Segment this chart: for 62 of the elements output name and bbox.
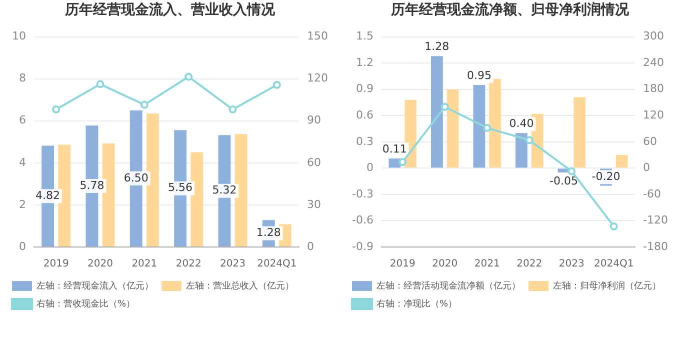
y2-tick-label: 60 (307, 156, 322, 169)
y-tick-label: -0.3 (352, 187, 374, 200)
y-tick-label: 1.5 (356, 30, 374, 43)
y-tick-label: 0.9 (356, 82, 374, 96)
y-tick-label: 6 (18, 114, 26, 127)
legend-label: 左轴：营业总收入（亿元） (186, 280, 294, 292)
y-tick-label: -0.6 (352, 214, 374, 227)
legend-label: 左轴：经营活动现金流净额（亿元） (376, 280, 520, 292)
data-label: 1.28 (256, 226, 281, 240)
x-tick-label: 2022 (176, 258, 202, 270)
y-tick-label: 2 (18, 198, 26, 211)
y2-tick-label: -120 (643, 214, 668, 227)
data-label: 0.11 (382, 142, 407, 156)
x-tick-label: 2023 (220, 258, 246, 270)
y-tick-label: 0 (366, 161, 374, 174)
legend-label: 右轴：营收现金比（%） (36, 298, 136, 310)
y2-tick-label: 120 (643, 108, 664, 122)
chart-title: 历年经营现金流净额、归母净利润情况 (390, 1, 630, 18)
data-label: 0.95 (466, 68, 492, 82)
y2-tick-label: 300 (643, 30, 664, 43)
data-label: 6.50 (124, 171, 148, 184)
y-tick-label: 10 (12, 30, 26, 43)
data-label: 1.28 (424, 40, 450, 53)
y-tick-label: 4 (18, 156, 26, 169)
chart-title: 历年经营现金流入、营业收入情况 (64, 1, 276, 18)
y2-tick-label: 0 (307, 240, 314, 253)
y2-tick-label: 30 (307, 198, 322, 211)
data-label: 4.82 (36, 188, 60, 202)
y2-tick-label: 180 (643, 82, 664, 96)
y-tick-label: -0.9 (352, 240, 374, 253)
x-tick-label: 2023 (558, 258, 584, 270)
legend-label: 左轴：归母净利润（亿元） (553, 280, 661, 292)
y-tick-label: 0 (18, 240, 26, 253)
data-label: -0.05 (549, 174, 578, 188)
data-label: 0.40 (509, 117, 534, 130)
y2-tick-label: 90 (307, 114, 322, 127)
y2-tick-label: -60 (643, 187, 662, 200)
x-tick-label: 2021 (474, 258, 500, 270)
legend-label: 右轴：净现比（%） (376, 298, 458, 310)
x-tick-label: 2021 (132, 258, 158, 270)
data-label: -0.20 (592, 170, 620, 184)
y2-tick-label: 0 (643, 161, 650, 174)
y2-tick-label: -180 (643, 240, 668, 253)
x-tick-label: 2019 (390, 258, 416, 270)
y-tick-label: 0.6 (356, 108, 374, 122)
x-tick-label: 2020 (432, 258, 458, 270)
data-label: 5.32 (212, 184, 237, 197)
y-tick-label: 1.2 (356, 56, 374, 69)
data-label: 5.56 (168, 181, 193, 194)
x-tick-label: 2024Q1 (594, 258, 634, 270)
data-label: 5.78 (80, 178, 104, 192)
y2-tick-label: 60 (643, 134, 658, 148)
x-tick-label: 2022 (516, 258, 542, 270)
x-tick-label: 2019 (43, 258, 69, 270)
y-tick-label: 0.3 (356, 134, 374, 148)
y-tick-label: 8 (18, 72, 26, 85)
x-tick-label: 2020 (88, 258, 113, 270)
y2-tick-label: 240 (643, 56, 664, 69)
x-tick-label: 2024Q1 (257, 258, 297, 270)
legend-label: 左轴：经营现金流入（亿元） (36, 280, 154, 292)
y2-tick-label: 120 (307, 72, 328, 85)
y2-tick-label: 150 (307, 30, 328, 43)
